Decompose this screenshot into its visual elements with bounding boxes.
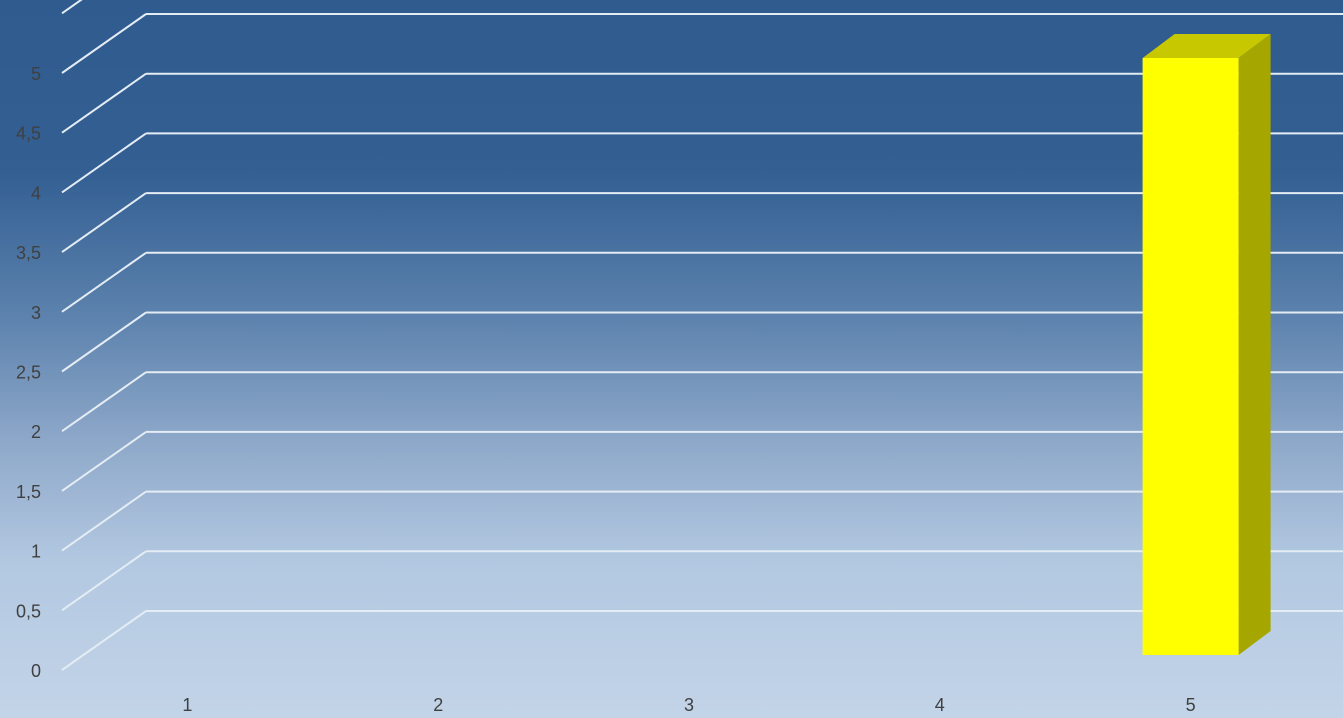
gridline-diagonal (61, 72, 147, 134)
y-tick-label: 3 (31, 303, 41, 323)
gridline-diagonal (61, 371, 147, 433)
gridline-diagonal (61, 0, 83, 15)
x-tick-label: 4 (935, 695, 945, 715)
x-tick-label: 1 (182, 695, 192, 715)
bars (1142, 34, 1271, 655)
y-tick-label: 0 (31, 661, 41, 681)
gridline-diagonal (61, 550, 147, 612)
gridline-diagonal (61, 311, 147, 373)
y-tick-label: 2 (31, 422, 41, 442)
bar-5 (1142, 34, 1271, 655)
y-tick-label: 4,5 (16, 124, 41, 144)
y-tick-label: 1,5 (16, 482, 41, 502)
gridline-diagonal (61, 132, 147, 194)
gridline-diagonal (61, 192, 147, 253)
x-tick-label: 2 (433, 695, 443, 715)
bar-side-face (1238, 34, 1271, 655)
y-tick-label: 2,5 (16, 363, 41, 383)
gridline-diagonal (61, 251, 147, 313)
gridline-diagonal (61, 13, 147, 74)
gridline-diagonal (61, 610, 147, 671)
gridline-diagonal (61, 431, 147, 492)
bar-front-face (1142, 58, 1239, 655)
y-tick-label: 3,5 (16, 243, 41, 263)
x-tick-label: 3 (684, 695, 694, 715)
y-tick-label: 1 (31, 542, 41, 562)
y-axis-tick-labels: 0 0,5 1 1,5 2 2,5 3 3,5 4 4,5 5 (16, 64, 41, 681)
y-tick-label: 4 (31, 183, 41, 203)
y-tick-label: 0,5 (16, 601, 41, 621)
x-tick-label: 5 (1186, 695, 1196, 715)
y-tick-label: 5 (31, 64, 41, 84)
bar-top-face (1142, 34, 1271, 58)
gridline-diagonal (61, 490, 147, 552)
x-axis-tick-labels: 1 2 3 4 5 (182, 695, 1195, 715)
